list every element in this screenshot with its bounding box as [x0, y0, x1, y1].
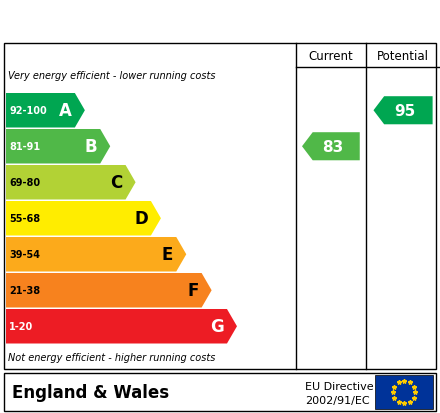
Text: Current: Current	[308, 50, 353, 62]
Polygon shape	[6, 309, 237, 344]
Text: D: D	[134, 210, 148, 228]
Text: 21-38: 21-38	[9, 285, 40, 296]
Text: Potential: Potential	[377, 50, 429, 62]
Text: 2002/91/EC: 2002/91/EC	[305, 395, 370, 405]
Polygon shape	[6, 94, 85, 128]
Text: 1-20: 1-20	[9, 321, 33, 332]
Text: C: C	[110, 174, 123, 192]
Text: E: E	[162, 246, 173, 263]
Polygon shape	[6, 166, 136, 200]
Text: 92-100: 92-100	[9, 106, 47, 116]
Bar	[375, 375, 433, 409]
Text: 81-91: 81-91	[9, 142, 40, 152]
Text: 55-68: 55-68	[9, 214, 40, 224]
Text: B: B	[84, 138, 97, 156]
Polygon shape	[6, 273, 212, 308]
Text: Not energy efficient - higher running costs: Not energy efficient - higher running co…	[8, 352, 215, 362]
Polygon shape	[6, 202, 161, 236]
Text: Energy Efficiency Rating: Energy Efficiency Rating	[76, 11, 364, 31]
Polygon shape	[6, 237, 186, 272]
Text: England & Wales: England & Wales	[12, 383, 169, 401]
Text: F: F	[187, 282, 198, 299]
Text: 69-80: 69-80	[9, 178, 40, 188]
Polygon shape	[302, 133, 360, 161]
Text: 95: 95	[394, 104, 416, 119]
Text: G: G	[210, 318, 224, 335]
Text: EU Directive: EU Directive	[305, 381, 374, 391]
Text: 83: 83	[322, 140, 344, 154]
Polygon shape	[374, 97, 433, 125]
Polygon shape	[6, 130, 110, 164]
Text: 39-54: 39-54	[9, 249, 40, 260]
Text: Very energy efficient - lower running costs: Very energy efficient - lower running co…	[8, 71, 216, 81]
Text: A: A	[59, 102, 72, 120]
